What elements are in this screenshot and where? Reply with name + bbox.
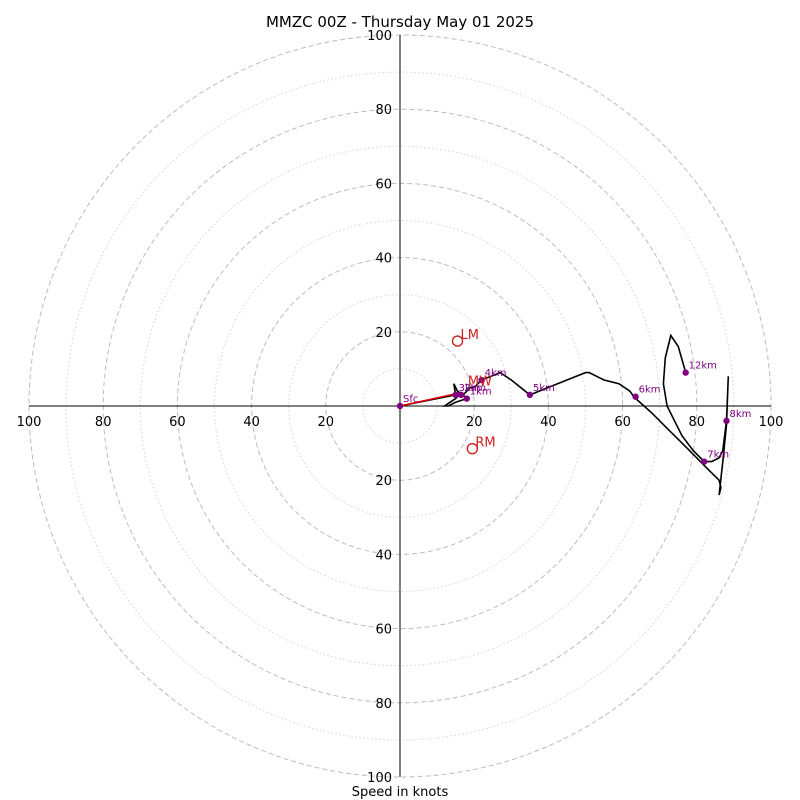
hodograph-trace-group [399, 333, 730, 496]
storm-motion-markers: LM RM MW [451, 328, 496, 455]
x-tick-label: 60 [614, 415, 631, 430]
y-tick-label: 80 [375, 103, 392, 118]
shear-vector [399, 392, 460, 407]
x-tick-label: 60 [169, 415, 186, 430]
y-tick-label: 40 [375, 252, 392, 267]
x-tick-label: 100 [759, 415, 784, 430]
height-label: 6km [639, 385, 661, 396]
y-tick-label: 20 [375, 326, 392, 341]
height-label: 1km [470, 387, 492, 398]
height-label: 4km [485, 368, 507, 379]
hodograph-trace [399, 333, 730, 496]
height-point [682, 369, 689, 376]
chart-title: MMZC 00Z - Thursday May 01 2025 [266, 13, 534, 31]
height-point [526, 391, 534, 399]
x-tick-label: 100 [17, 415, 42, 430]
y-tick-label: 80 [375, 697, 392, 712]
x-tick-label: 40 [540, 415, 557, 430]
y-tick-label: 100 [367, 771, 392, 786]
x-axis-label: Speed in knots [352, 785, 449, 800]
height-point [723, 417, 730, 425]
storm-motion-point [451, 335, 464, 347]
x-tick-label: 20 [466, 415, 483, 430]
height-point [463, 395, 470, 402]
height-point [632, 393, 639, 400]
x-tick-label: 80 [689, 415, 706, 430]
storm-motion-point [466, 442, 479, 455]
storm-motion-label: RM [475, 436, 495, 451]
height-point [452, 391, 459, 399]
height-label: 5km [533, 383, 555, 394]
height-point [478, 376, 485, 384]
x-tick-label: 20 [318, 415, 335, 430]
height-point [396, 402, 404, 410]
y-tick-label: 60 [375, 623, 392, 638]
y-tick-label: 60 [375, 177, 392, 192]
height-label: 2km [464, 383, 486, 394]
height-label: 7km [707, 450, 729, 461]
height-label: 3km [459, 383, 481, 394]
storm-motion-label: MW [468, 374, 492, 389]
y-tick-label: 100 [367, 29, 392, 44]
y-tick-label: 20 [375, 474, 392, 489]
y-tick-label: 40 [375, 548, 392, 563]
x-tick-label: 80 [95, 415, 112, 430]
tick-labels: 100 80 60 40 20 20 40 60 80 100 100 80 60 40 20 20 40 60 8… [17, 29, 784, 786]
x-tick-label: 40 [243, 415, 260, 430]
height-label: Sfc [403, 394, 418, 405]
height-point [701, 458, 708, 465]
height-point [458, 391, 465, 399]
storm-motion-label: LM [461, 328, 479, 343]
height-label: 12km [689, 361, 717, 372]
height-label: 8km [729, 409, 751, 420]
